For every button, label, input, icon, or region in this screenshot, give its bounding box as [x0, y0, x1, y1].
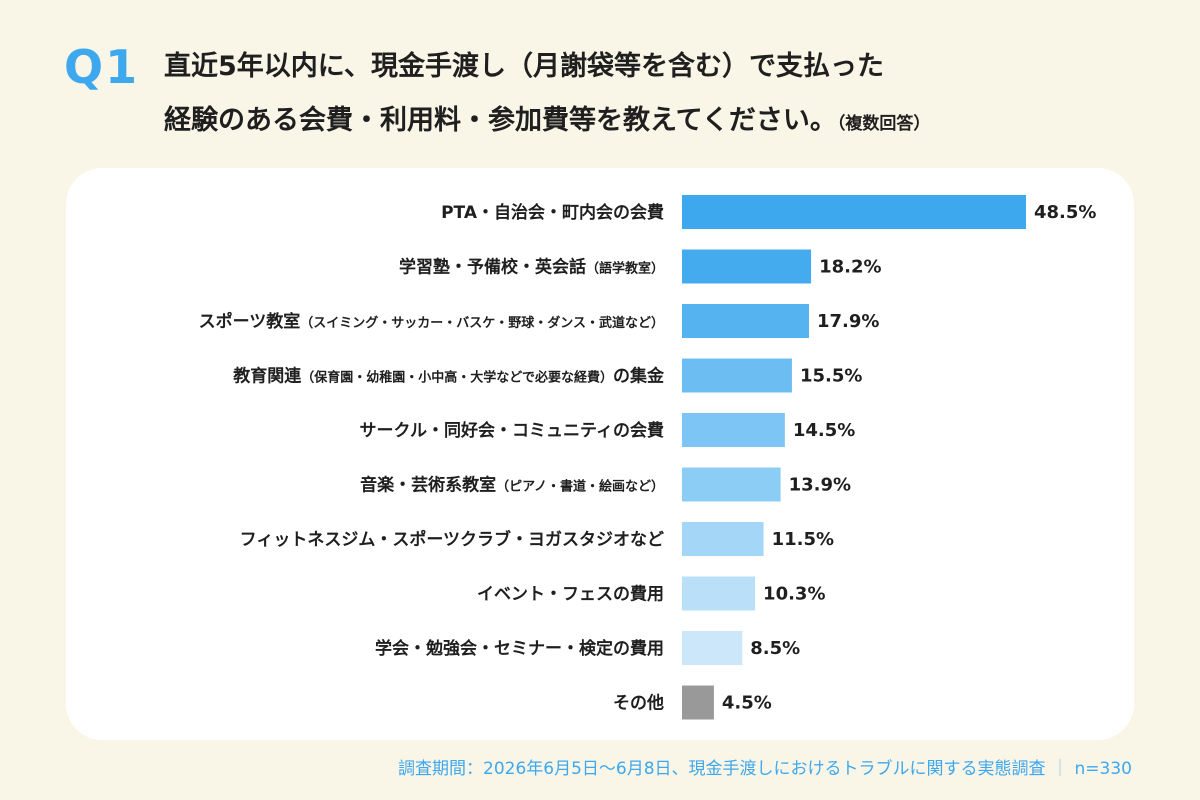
chart-card: 48.5% PTA・自治会・町内会の会費 18.2% 学習塾・予備校・英会話（語学教室…: [66, 168, 1134, 740]
category-label-3: スポーツ教室（スイミング・サッカー・バスケ・野球・ダンス・武道など）: [199, 311, 664, 332]
value-label-1: 48.5%: [1034, 202, 1096, 223]
chart-title-line-1: 直近5年以内に、現金手渡し（月謝袋等を含む）で支払った: [164, 51, 884, 82]
category-label-8: イベント・フェスの費用: [477, 584, 664, 605]
bar-6: [682, 467, 781, 502]
bar-5: [682, 413, 785, 447]
value-label-7: 11.5%: [772, 529, 834, 550]
bar-8: [682, 576, 756, 611]
category-label-6: 音楽・芸術系教室（ピアノ・書道・絵画など）: [360, 475, 664, 496]
chart-title-line-2-text: 経験のある会費・利用料・参加費等を教えてください。: [164, 105, 837, 136]
value-label-2: 18.2%: [819, 257, 881, 278]
bar-2: [682, 249, 812, 284]
bar-3: [682, 304, 809, 338]
category-label-10: その他: [613, 693, 664, 714]
value-label-10: 4.5%: [722, 693, 772, 714]
chart-title-note: （複数回答）: [836, 114, 931, 134]
bar-chart: 48.5% PTA・自治会・町内会の会費 18.2% 学習塾・予備校・英会話（語学教室…: [199, 195, 1096, 720]
bar-4: [682, 358, 792, 393]
value-label-8: 10.3%: [763, 584, 825, 605]
category-label-4: 教育関連（保育園・幼稚園・小中高・大学などで必要な経費）の集金: [232, 366, 665, 387]
category-label-2: 学習塾・予備校・英会話（語学教室）: [399, 257, 664, 278]
bar-1: [682, 195, 1026, 229]
value-label-4: 15.5%: [800, 366, 862, 387]
survey-footer: 調査期間：2026年6月5日～6月8日、現金手渡しにおけるトラブルに関する実態調…: [398, 754, 1132, 779]
value-label-5: 14.5%: [793, 420, 855, 441]
category-label-1: PTA・自治会・町内会の会費: [441, 202, 664, 223]
value-label-6: 13.9%: [789, 475, 851, 496]
sample-size: n=330: [1074, 759, 1132, 779]
value-label-9: 8.5%: [750, 638, 800, 659]
bar-9: [682, 631, 743, 665]
footer-separator: ｜: [1051, 759, 1069, 779]
value-label-3: 17.9%: [817, 311, 879, 332]
chart-title-line-2: 経験のある会費・利用料・参加費等を教えてください。（複数回答）: [164, 98, 930, 137]
category-label-7: フィットネスジム・スポーツクラブ・ヨガスタジオなど: [240, 529, 664, 550]
bar-10: [682, 685, 714, 720]
question-number: Q1: [64, 40, 140, 94]
bar-7: [682, 522, 764, 556]
category-label-9: 学会・勉強会・セミナー・検定の費用: [375, 638, 664, 659]
survey-source: 調査期間：2026年6月5日～6月8日、現金手渡しにおけるトラブルに関する実態調…: [398, 759, 1046, 779]
category-label-5: サークル・同好会・コミュニティの会費: [360, 420, 664, 441]
